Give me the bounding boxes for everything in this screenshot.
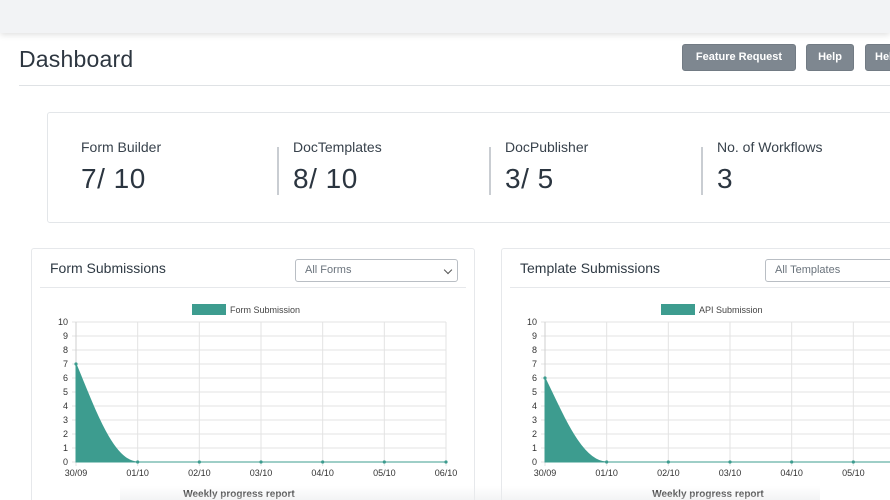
data-point [259, 460, 263, 464]
y-tick-label: 8 [532, 345, 537, 355]
x-tick-label: 04/10 [311, 468, 334, 478]
data-point [543, 376, 547, 380]
stat-value: 7/ 10 [81, 163, 146, 194]
y-tick-label: 10 [527, 317, 537, 327]
legend-label: Form Submission [230, 305, 300, 315]
x-tick-label: 02/10 [188, 468, 211, 478]
y-tick-label: 7 [532, 359, 537, 369]
y-tick-label: 6 [532, 373, 537, 383]
data-point [728, 460, 732, 464]
x-tick-label: 05/10 [373, 468, 396, 478]
stat-form-builder: Form Builder 7/ 10 [81, 139, 161, 195]
y-tick-label: 3 [532, 415, 537, 425]
panel-title: Form Submissions [50, 260, 166, 276]
data-point [444, 460, 448, 464]
stat-docpublisher: DocPublisher 3/ 5 [505, 139, 588, 195]
stat-divider [277, 147, 279, 195]
stat-label: DocTemplates [293, 139, 382, 155]
stat-label: DocPublisher [505, 139, 589, 155]
legend-swatch [661, 304, 695, 315]
x-tick-label: 04/10 [780, 468, 803, 478]
stat-value: 8/ 10 [293, 163, 358, 194]
data-point [136, 460, 140, 464]
x-tick-label: 01/10 [595, 468, 618, 478]
data-point [321, 460, 325, 464]
x-tick-label: 30/09 [65, 468, 88, 478]
x-tick-label: 01/10 [126, 468, 149, 478]
stat-label: Form Builder [81, 139, 162, 155]
select-value: All Forms [305, 264, 352, 276]
panel-divider [510, 287, 890, 288]
stat-workflows: No. of Workflows 3 [717, 139, 823, 195]
feature-request-button[interactable]: Feature Request [682, 44, 796, 71]
x-tick-label: 06/10 [435, 468, 458, 478]
y-tick-label: 5 [63, 387, 68, 397]
x-tick-label: 03/10 [719, 468, 742, 478]
panel-divider [40, 287, 466, 288]
y-tick-label: 5 [532, 387, 537, 397]
data-point [790, 460, 794, 464]
page-title: Dashboard [19, 46, 134, 72]
stat-doctemplates: DocTemplates 8/ 10 [293, 139, 382, 195]
legend-swatch [192, 304, 226, 315]
stat-divider [701, 147, 703, 195]
y-tick-label: 1 [532, 443, 537, 453]
y-tick-label: 4 [532, 401, 537, 411]
y-tick-label: 10 [58, 317, 68, 327]
forms-filter-select[interactable]: All Forms [295, 259, 458, 282]
stat-label: No. of Workflows [717, 139, 823, 155]
data-point [382, 460, 386, 464]
y-tick-label: 7 [63, 359, 68, 369]
x-tick-label: 30/09 [534, 468, 557, 478]
help-button[interactable]: Help [806, 44, 854, 71]
data-point [666, 460, 670, 464]
top-navbar [0, 0, 890, 33]
stat-divider [489, 147, 491, 195]
y-tick-label: 0 [532, 457, 537, 467]
y-tick-label: 2 [63, 429, 68, 439]
data-point [605, 460, 609, 464]
data-point [851, 460, 855, 464]
y-tick-label: 2 [532, 429, 537, 439]
y-tick-label: 0 [63, 457, 68, 467]
y-tick-label: 1 [63, 443, 68, 453]
title-divider [19, 85, 890, 86]
y-tick-label: 3 [63, 415, 68, 425]
x-tick-label: 03/10 [250, 468, 273, 478]
x-tick-label: 05/10 [842, 468, 865, 478]
x-tick-label: 02/10 [657, 468, 680, 478]
y-tick-label: 9 [63, 331, 68, 341]
data-point [197, 460, 201, 464]
y-tick-label: 8 [63, 345, 68, 355]
data-point [74, 362, 78, 366]
select-value: All Templates [775, 264, 841, 276]
y-tick-label: 6 [63, 373, 68, 383]
templates-filter-select[interactable]: All Templates [765, 259, 890, 282]
y-tick-label: 9 [532, 331, 537, 341]
bottom-fade [120, 486, 820, 500]
stat-value: 3 [717, 163, 734, 194]
legend-label: API Submission [699, 305, 763, 315]
panel-title: Template Submissions [520, 260, 661, 276]
stats-card: Form Builder 7/ 10 DocTemplates 8/ 10 Do… [47, 112, 890, 223]
help-button-secondary[interactable]: Help [865, 44, 890, 71]
y-tick-label: 4 [63, 401, 68, 411]
template-submissions-panel: Template Submissions All Templates [501, 248, 890, 500]
stat-value: 3/ 5 [505, 163, 554, 194]
